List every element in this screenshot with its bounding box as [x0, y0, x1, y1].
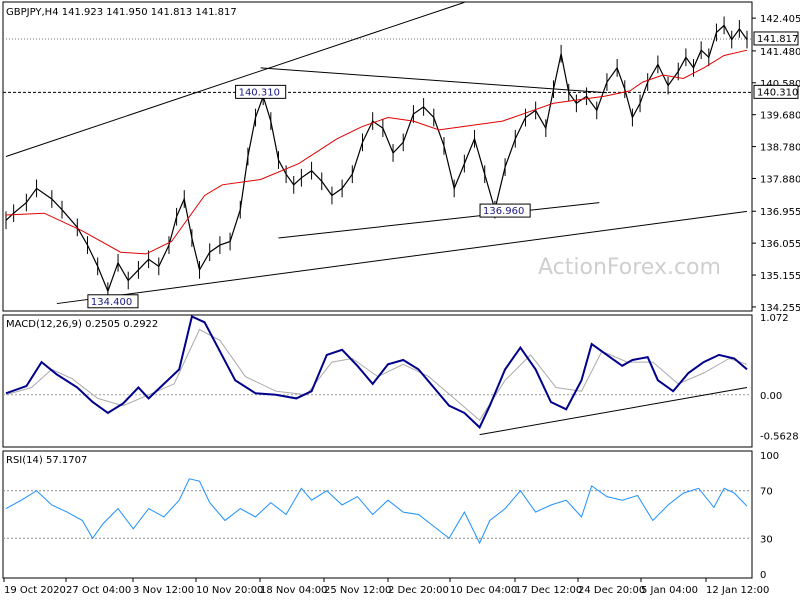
- trendline-upper-channel: [5, 1, 465, 157]
- moving-average-line: [5, 49, 748, 255]
- time-axis-label: 5 Jan 04:00: [641, 585, 698, 596]
- macd-axis-label: 0.00: [760, 391, 782, 402]
- chart-header-text: GBPJPY,H4 141.923 141.950 141.813 141.81…: [6, 7, 237, 18]
- time-axis-label: 10 Dec 04:00: [450, 585, 517, 596]
- time-axis-label: 25 Nov 12:00: [324, 585, 391, 596]
- time-axis-label: 10 Nov 20:00: [196, 585, 263, 596]
- last-price-tag: 141.817: [757, 34, 798, 45]
- macd-axis-label: -0.5628: [760, 432, 799, 443]
- macd-trendline: [479, 387, 748, 436]
- price-series: [5, 24, 748, 293]
- annotation-140310: 140.310: [239, 87, 280, 98]
- rsi-line: [5, 478, 748, 545]
- price-axis-label: 138.780: [760, 143, 800, 154]
- time-axis-label: 27 Oct 04:00: [66, 585, 131, 596]
- price-axis-label: 139.680: [760, 111, 800, 122]
- annotation-140310-box: [235, 84, 287, 99]
- macd-axis-label: 1.072: [760, 313, 789, 324]
- time-axis-label: 17 Dec 12:00: [515, 585, 582, 596]
- price-axis-label: 140.580: [760, 79, 800, 90]
- level-price-tag: 140.310: [757, 87, 798, 98]
- trendline-lower-support: [278, 202, 600, 239]
- rsi-label: RSI(14) 57.1707: [6, 455, 87, 466]
- price-panel-frame: [2, 1, 753, 312]
- price-axis-label: 137.880: [760, 174, 800, 185]
- price-axis-label: 142.405: [760, 14, 800, 25]
- price-axis-label: 141.480: [760, 47, 800, 58]
- rsi-axis-label: 0: [760, 570, 766, 581]
- watermark-text: ActionForex.com: [538, 255, 721, 280]
- last-price-tag-box: [753, 31, 799, 46]
- time-axis-label: 3 Nov 12:00: [133, 585, 194, 596]
- price-axis-label: 134.255: [760, 303, 800, 314]
- annotation-136960: 136.960: [483, 206, 524, 217]
- rsi-panel-frame: [2, 450, 753, 579]
- macd-main-line: [5, 315, 748, 430]
- time-axis-label: 24 Dec 20:00: [578, 585, 645, 596]
- time-axis-label: 19 Oct 2020: [4, 585, 66, 596]
- annotation-136960-box: [479, 203, 531, 218]
- annotation-134400-box: [87, 294, 139, 309]
- price-axis-label: 135.155: [760, 271, 800, 282]
- price-axis-label: 136.955: [760, 207, 800, 218]
- time-axis-label: 12 Jan 12:00: [706, 585, 769, 596]
- rsi-axis-label: 30: [760, 534, 773, 545]
- trendline-upper-resistance: [260, 67, 607, 94]
- price-axis-label: 136.055: [760, 239, 800, 250]
- macd-panel-frame: [2, 314, 753, 448]
- level-price-tag-box: [753, 84, 799, 99]
- rsi-axis-label: 70: [760, 487, 773, 498]
- macd-label: MACD(12,26,9) 0.2505 0.2922: [6, 319, 158, 330]
- time-axis-label: 2 Dec 20:00: [388, 585, 449, 596]
- rsi-axis-label: 100: [760, 451, 779, 462]
- annotation-134400: 134.400: [91, 297, 132, 308]
- trendline-lower-channel: [56, 210, 748, 305]
- time-axis-label: 18 Nov 04:00: [260, 585, 327, 596]
